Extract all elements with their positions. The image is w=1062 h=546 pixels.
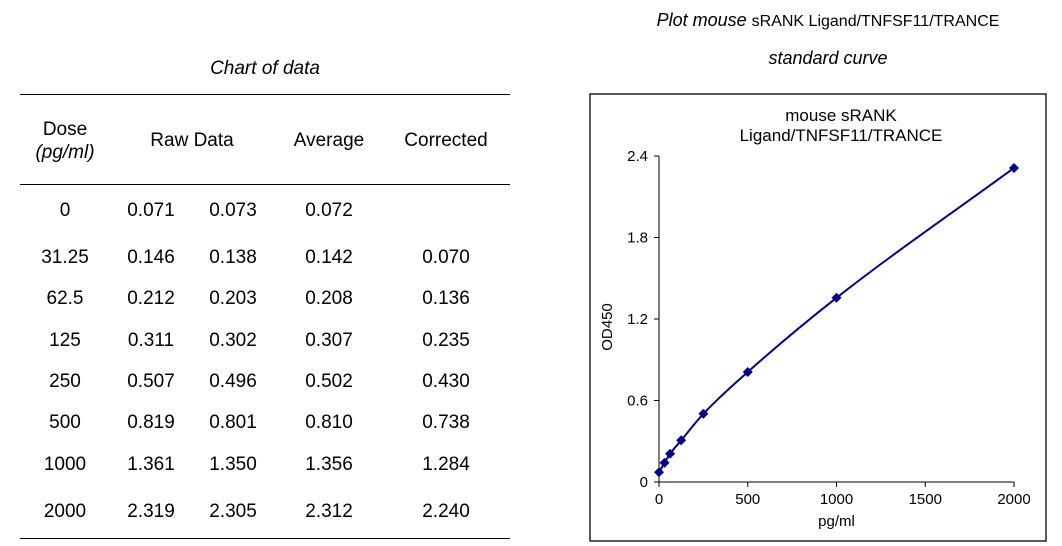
data-point (698, 408, 709, 419)
cell-corrected: 1.284 (422, 454, 470, 475)
cell-average: 0.142 (305, 247, 353, 268)
cell-corrected: 2.240 (422, 501, 470, 522)
chart-title-line: mouse sRANK (785, 106, 897, 125)
cell-average: 0.810 (305, 412, 353, 433)
header-raw-data: Raw Data (150, 130, 234, 151)
cell-raw2: 2.305 (209, 501, 257, 522)
y-axis-label: OD450 (599, 303, 616, 351)
cell-corrected: 0.136 (422, 288, 470, 309)
y-tick-label: 1.8 (627, 230, 648, 247)
series-line (658, 167, 1015, 473)
cell-raw1: 0.507 (127, 371, 175, 392)
plot-heading-italic: Plot mouse (656, 10, 747, 30)
data-point (665, 448, 676, 459)
data-point (654, 467, 664, 478)
cell-corrected: 0.738 (422, 412, 470, 433)
cell-raw1: 0.212 (127, 288, 175, 309)
cell-raw2: 0.203 (209, 288, 257, 309)
cell-dose: 500 (49, 412, 81, 433)
chart-title-line: Ligand/TNFSF11/TRANCE (740, 126, 943, 145)
cell-average: 1.356 (305, 454, 353, 475)
y-tick-label: 2.4 (627, 148, 648, 165)
table-header-rule (20, 184, 510, 185)
y-tick-label: 0.6 (627, 393, 648, 410)
table-bottom-rule (20, 538, 510, 539)
cell-raw1: 1.361 (127, 454, 175, 475)
plot-heading-line1: Plot mouse sRANK Ligand/TNFSF11/TRANCE (600, 10, 1056, 31)
x-tick-label: 1500 (909, 491, 942, 508)
cell-dose: 62.5 (46, 288, 84, 309)
y-tick-label: 1.2 (627, 311, 648, 328)
x-axis-label: pg/ml (818, 513, 855, 530)
plot-heading-upright: sRANK Ligand/TNFSF11/TRANCE (751, 13, 1000, 30)
header-average: Average (293, 130, 365, 151)
cell-dose: 1000 (43, 454, 87, 475)
cell-raw1: 0.819 (127, 412, 175, 433)
x-tick-label: 2000 (997, 491, 1030, 508)
cell-raw1: 0.071 (127, 200, 175, 221)
header-dose: Dose (pg/ml) (20, 118, 110, 164)
cell-dose: 31.25 (41, 247, 89, 268)
cell-raw1: 0.146 (127, 247, 175, 268)
cell-corrected: 0.070 (422, 247, 470, 268)
cell-raw2: 0.073 (209, 200, 257, 221)
table-title: Chart of data (210, 58, 320, 79)
x-tick-label: 0 (655, 491, 663, 508)
x-tick-label: 500 (735, 491, 760, 508)
plot-heading-line2: standard curve (768, 48, 888, 68)
cell-corrected: 0.235 (422, 330, 470, 351)
cell-raw1: 0.311 (127, 330, 175, 351)
cell-raw2: 1.350 (209, 454, 257, 475)
cell-dose: 2000 (43, 501, 87, 522)
cell-average: 0.502 (305, 371, 353, 392)
cell-raw2: 0.801 (209, 412, 257, 433)
cell-average: 0.208 (305, 288, 353, 309)
header-dose-unit: (pg/ml) (35, 142, 95, 163)
cell-raw2: 0.138 (209, 247, 257, 268)
cell-corrected: 0.430 (422, 371, 470, 392)
plot-frame (589, 93, 1047, 542)
cell-raw2: 0.302 (209, 330, 257, 351)
cell-dose: 0 (59, 200, 71, 221)
cell-average: 0.072 (305, 200, 353, 221)
data-point (742, 366, 753, 377)
table-top-rule (20, 94, 510, 95)
cell-average: 0.307 (305, 330, 353, 351)
data-point (676, 435, 687, 446)
data-point (659, 457, 670, 468)
y-tick-label: 0 (640, 474, 648, 491)
cell-raw1: 2.319 (127, 501, 175, 522)
cell-raw2: 0.496 (209, 371, 257, 392)
data-point (831, 292, 842, 303)
data-point (1009, 162, 1019, 173)
header-dose-label: Dose (42, 119, 88, 140)
x-tick-label: 1000 (820, 491, 853, 508)
cell-dose: 125 (49, 330, 81, 351)
cell-dose: 250 (49, 371, 81, 392)
header-corrected: Corrected (404, 130, 488, 151)
cell-average: 2.312 (305, 501, 353, 522)
